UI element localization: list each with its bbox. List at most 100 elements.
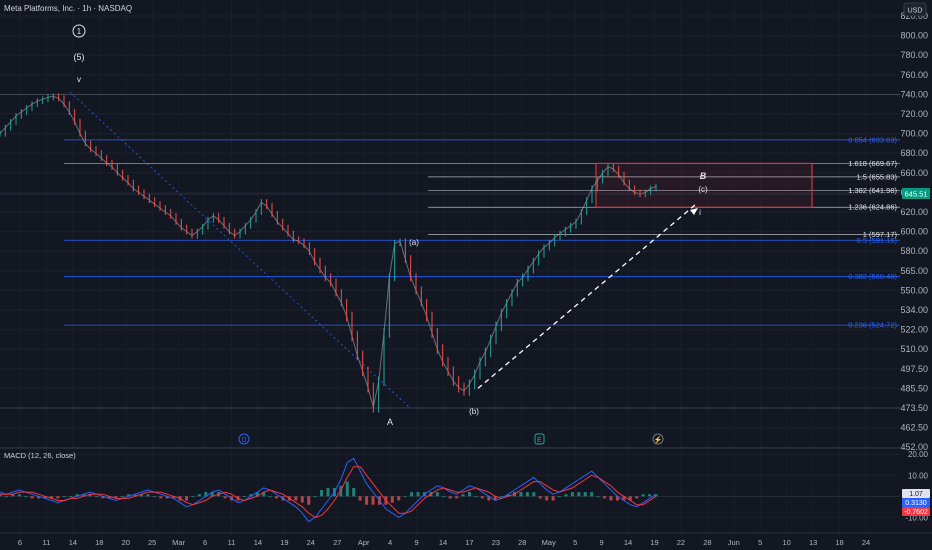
current-price-badge	[902, 188, 930, 199]
macd-hist-bar	[365, 496, 369, 505]
time-tick-label: 22	[677, 538, 685, 547]
time-tick-label: 13	[809, 538, 817, 547]
fib-label: 0.236 (524.72)	[848, 321, 897, 330]
macd-hist-bar	[500, 496, 504, 498]
macd-hist-bar	[262, 492, 266, 497]
macd-hist-bar	[172, 496, 176, 499]
macd-hist-bar	[165, 496, 169, 499]
price-tick-label: 800.00	[900, 31, 928, 41]
macd-hist-bar	[455, 496, 459, 499]
macd-hist-badge-text: -0.7602	[904, 509, 928, 516]
time-tick-label: 4	[388, 538, 392, 547]
macd-hist-badge	[902, 507, 930, 516]
macd-hist-bar	[88, 494, 92, 497]
macd-hist-bar	[268, 496, 272, 498]
symbol-title[interactable]: Meta Platforms, Inc. · 1h · NASDAQ	[4, 4, 132, 13]
trend-dotted-line[interactable]	[69, 91, 411, 409]
macd-hist-bar	[30, 496, 34, 499]
time-tick-label: 9	[414, 538, 418, 547]
macd-hist-bar	[82, 494, 86, 497]
macd-hist-bar	[603, 496, 607, 499]
split-marker[interactable]	[652, 433, 664, 445]
macd-hist-bar	[223, 496, 227, 499]
fib-label: 1 (597.17)	[863, 230, 898, 239]
price-tick-label: 462.50	[900, 423, 928, 433]
time-tick-label: 19	[650, 538, 658, 547]
macd-hist-bar	[590, 492, 594, 497]
macd-signal-line[interactable]	[0, 466, 657, 518]
macd-hist-bar	[525, 492, 529, 497]
macd-signal-badge-text: 0.3130	[905, 500, 927, 507]
price-tick-label: 660.00	[900, 168, 928, 178]
macd-hist-bar	[249, 494, 253, 497]
wave-five-label: (5)	[74, 52, 85, 62]
macd-hist-bar	[159, 496, 163, 499]
wave-a-label: A	[387, 417, 393, 427]
macd-hist-bar	[358, 496, 362, 501]
macd-badge-text: 1.07	[909, 491, 923, 498]
price-series[interactable]	[0, 95, 657, 408]
macd-hist-bar	[326, 487, 330, 497]
wave-i-label: i	[699, 208, 701, 217]
macd-hist-bar	[62, 496, 66, 498]
projection-arrow-head	[690, 208, 698, 215]
macd-hist-bar	[635, 496, 639, 499]
earnings-marker[interactable]	[238, 433, 250, 445]
macd-hist-bar	[397, 496, 401, 501]
time-axis[interactable]: 6 11 14 18 20 25 Mar 6 11 14 19 24 27 Apr 4 9 14 17 23 28 Ma…	[18, 538, 870, 547]
time-tick-label: 17	[465, 538, 473, 547]
fib-levels: 0.854 (693.63) 1.618 (669.67) 1.5 (655.83)…	[0, 94, 900, 409]
price-tick-label: 740.00	[900, 89, 928, 99]
price-tick-label: 700.00	[900, 129, 928, 139]
time-tick-label: 28	[518, 538, 526, 547]
currency-button[interactable]	[903, 2, 927, 17]
macd-hist-bar	[204, 492, 208, 497]
macd-hist-bar	[558, 496, 562, 498]
time-tick-label: 9	[600, 538, 604, 547]
wave-v-label: v	[77, 75, 81, 84]
macd-hist-bar	[11, 494, 15, 497]
macd-hist-bar	[49, 496, 53, 499]
price-tick-label: 510.00	[900, 344, 928, 354]
dividend-marker[interactable]	[534, 433, 545, 445]
price-tick-label: 534.00	[900, 305, 928, 315]
macd-title[interactable]: MACD (12, 26, close)	[4, 451, 76, 460]
macd-hist-bar	[403, 496, 407, 498]
macd-hist-bar	[474, 496, 478, 498]
wave-b-label: B	[700, 171, 707, 181]
current-price-badge-text: 645.51	[905, 190, 928, 199]
time-tick-label: 6	[18, 538, 22, 547]
currency-button-label: USD	[908, 8, 923, 15]
fib-label: 1.382 (641.98)	[848, 186, 897, 195]
macd-hist-bar	[300, 496, 304, 503]
target-box[interactable]	[595, 162, 813, 208]
price-tick-label: 452.00	[900, 442, 928, 452]
macd-tick-label: 20.00	[908, 450, 929, 459]
macd-hist-bar	[416, 492, 420, 497]
macd-hist-bar	[242, 496, 246, 498]
macd-hist-bar	[107, 496, 111, 499]
macd-hist-bar	[493, 496, 497, 501]
price-axis[interactable]: 820.00800.00780.00760.00740.00720.00700.…	[900, 11, 928, 452]
price-tick-label: 497.50	[900, 364, 928, 374]
macd-hist-bar	[442, 496, 446, 498]
grid	[0, 0, 900, 533]
price-tick-label: 473.50	[900, 403, 928, 413]
earnings-marker-label: D	[241, 437, 246, 444]
wave-c-paren-label: (c)	[698, 185, 708, 194]
projection-arrow[interactable]	[477, 203, 697, 389]
time-tick-label: 10	[783, 538, 791, 547]
macd-line[interactable]	[0, 457, 657, 523]
macd-hist-bar	[313, 496, 317, 498]
macd-hist-bar	[114, 496, 118, 499]
macd-hist-bar	[197, 494, 201, 497]
macd-hist-bar	[532, 492, 536, 497]
price-tick-label: 580.00	[900, 246, 928, 256]
time-tick-label: Apr	[358, 538, 370, 547]
macd-hist-bar	[551, 496, 555, 501]
price-tick-label: 620.00	[900, 207, 928, 217]
fib-label: 0.382 (560.48)	[848, 272, 897, 281]
time-tick-label: May	[542, 538, 556, 547]
price-axis-background	[900, 0, 932, 550]
